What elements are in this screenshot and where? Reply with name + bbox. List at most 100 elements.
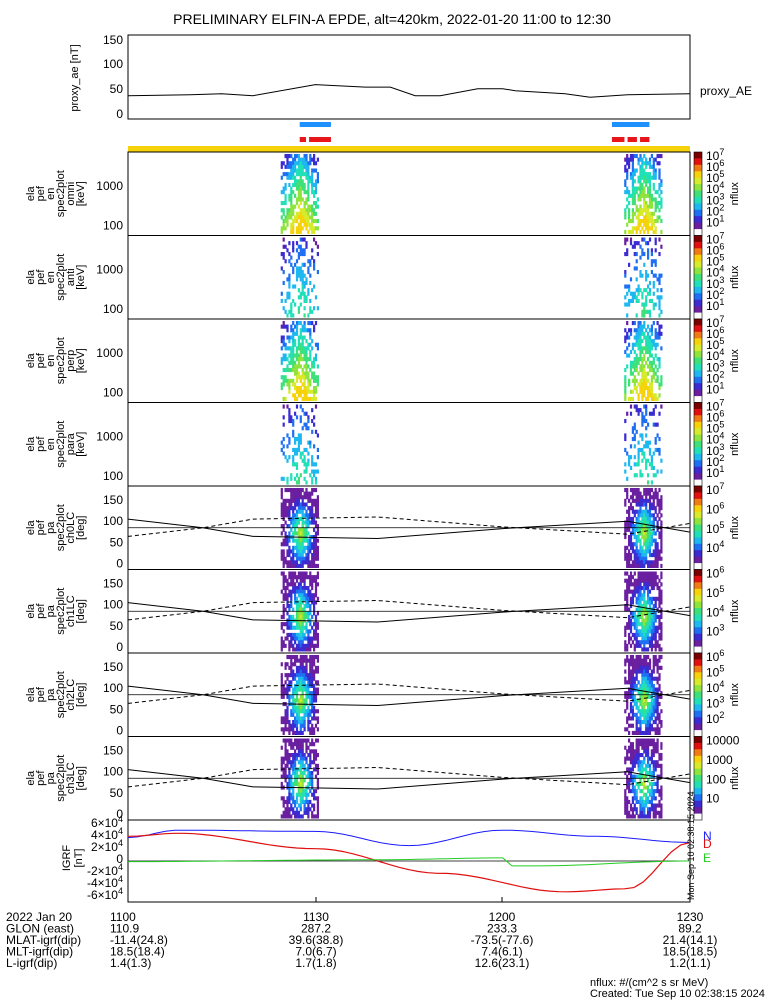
spectrogram-cell bbox=[307, 745, 310, 750]
spectrogram-cell bbox=[639, 172, 642, 177]
spectrogram-cell bbox=[624, 252, 627, 257]
spectrogram-cell bbox=[303, 712, 306, 717]
spectrogram-cell bbox=[286, 549, 289, 554]
spectrogram-cell bbox=[286, 154, 289, 159]
spectrogram-cell bbox=[294, 157, 297, 162]
spectrogram-cell bbox=[299, 386, 302, 391]
spectrogram-cell bbox=[280, 229, 283, 234]
spectrogram-cell bbox=[294, 182, 297, 187]
spectrogram-cell bbox=[303, 560, 306, 565]
spectrogram-cell bbox=[637, 604, 640, 609]
igrf-ytick: 0 bbox=[116, 852, 123, 866]
spectrogram-cell bbox=[284, 186, 287, 191]
spectrogram-cell bbox=[624, 662, 627, 667]
spectrogram-cell bbox=[629, 716, 633, 721]
spectrogram-cell bbox=[316, 179, 319, 184]
spectrogram-cell bbox=[303, 154, 306, 159]
spectrogram-cell bbox=[650, 502, 653, 507]
spectrogram-cell bbox=[643, 215, 646, 220]
igrf-d-line bbox=[127, 832, 691, 893]
spectrogram-cell bbox=[299, 389, 302, 394]
spectrogram-cell bbox=[643, 364, 646, 369]
spectrogram-cell bbox=[288, 655, 291, 660]
spectrogram-cell bbox=[303, 237, 306, 242]
spectrogram-cell bbox=[295, 611, 299, 616]
spectrogram-cell bbox=[628, 506, 631, 511]
spectrogram-cell bbox=[624, 647, 627, 652]
spectrogram-cell bbox=[295, 531, 299, 536]
spectrogram-cell bbox=[645, 273, 648, 278]
spectrogram-cell bbox=[652, 411, 655, 416]
spectrogram-cell bbox=[631, 709, 634, 714]
spectrogram-cell bbox=[288, 408, 291, 413]
spectrogram-cell bbox=[631, 229, 634, 234]
spectrogram-cell bbox=[309, 691, 312, 696]
spectrogram-cell bbox=[295, 578, 299, 583]
spectrogram-cell bbox=[639, 563, 642, 568]
spectrogram-cell bbox=[629, 687, 633, 692]
spectrogram-cell bbox=[307, 712, 310, 717]
spectrogram-cell bbox=[652, 753, 655, 758]
colorbar-segment bbox=[694, 312, 702, 320]
spectrogram-cell bbox=[282, 575, 285, 580]
spectrogram-cell bbox=[316, 219, 319, 224]
spectrogram-cell bbox=[631, 563, 634, 568]
spectrogram-cell bbox=[280, 556, 283, 561]
spectrogram-cell bbox=[309, 321, 312, 326]
spectrogram-cell bbox=[303, 676, 306, 681]
spectrogram-cell bbox=[303, 527, 306, 532]
spectrogram-cell bbox=[629, 625, 633, 630]
spectrogram-cell bbox=[639, 386, 642, 391]
spectrogram-cell bbox=[654, 531, 657, 536]
spectrogram-cell bbox=[641, 575, 644, 580]
spectrogram-cell bbox=[660, 665, 663, 670]
spectrogram-cell bbox=[645, 226, 648, 231]
spectrogram-cell bbox=[628, 215, 631, 220]
colorbar-segment bbox=[694, 479, 702, 487]
spectrogram-cell bbox=[647, 600, 650, 605]
spectrogram-cell bbox=[282, 244, 285, 249]
spectrogram-cell bbox=[635, 789, 638, 794]
colorbar-segment bbox=[694, 601, 702, 609]
spectrogram-cell bbox=[316, 709, 319, 714]
spectrogram-cell bbox=[650, 796, 653, 801]
spectrogram-cell bbox=[299, 767, 302, 772]
spectrogram-cell bbox=[645, 440, 648, 445]
spectrogram-cell bbox=[626, 516, 629, 521]
colorbar-segment bbox=[694, 518, 702, 525]
spectrogram-cell bbox=[309, 683, 312, 688]
spectrogram-cell bbox=[639, 611, 642, 616]
spectrogram-cell bbox=[313, 360, 316, 365]
spectrogram-ylabel: [keV] bbox=[75, 265, 87, 290]
spectrogram-cell bbox=[294, 778, 297, 783]
spectrogram-cell bbox=[288, 197, 291, 202]
spectrogram-cell bbox=[305, 157, 308, 162]
spectrogram-cell bbox=[305, 709, 308, 714]
spectrogram-cell bbox=[641, 763, 644, 768]
spectrogram-cell bbox=[631, 662, 634, 667]
spectrogram-cell bbox=[660, 542, 663, 547]
spectrogram-cell bbox=[650, 488, 653, 493]
spectrogram-cell bbox=[633, 154, 636, 159]
spectrogram-cell bbox=[313, 190, 316, 195]
spectrogram-cell bbox=[648, 625, 652, 630]
spectrogram-cell bbox=[301, 186, 304, 191]
spectrogram-cell bbox=[647, 527, 650, 532]
spectrogram-cell bbox=[641, 578, 644, 583]
spectrogram-cell bbox=[639, 549, 642, 554]
igrf-ylabel: IGRF bbox=[61, 845, 73, 872]
spectrogram-cell bbox=[645, 665, 648, 670]
spectrogram-cell bbox=[294, 353, 297, 358]
spectrogram-cell bbox=[637, 629, 640, 634]
spectrogram-cell bbox=[629, 364, 633, 369]
spectrogram-cell bbox=[303, 298, 306, 303]
spectrogram-cell bbox=[292, 571, 295, 576]
spectrogram-cell bbox=[311, 640, 314, 645]
spectrogram-cell bbox=[316, 506, 319, 511]
spectrogram-cell bbox=[280, 386, 283, 391]
spectrogram-cell bbox=[294, 302, 297, 307]
spectrogram-cell bbox=[282, 306, 285, 311]
spectrogram-cell bbox=[282, 339, 285, 344]
spectrogram-cell bbox=[645, 785, 648, 790]
spectrogram-cell bbox=[641, 346, 644, 351]
